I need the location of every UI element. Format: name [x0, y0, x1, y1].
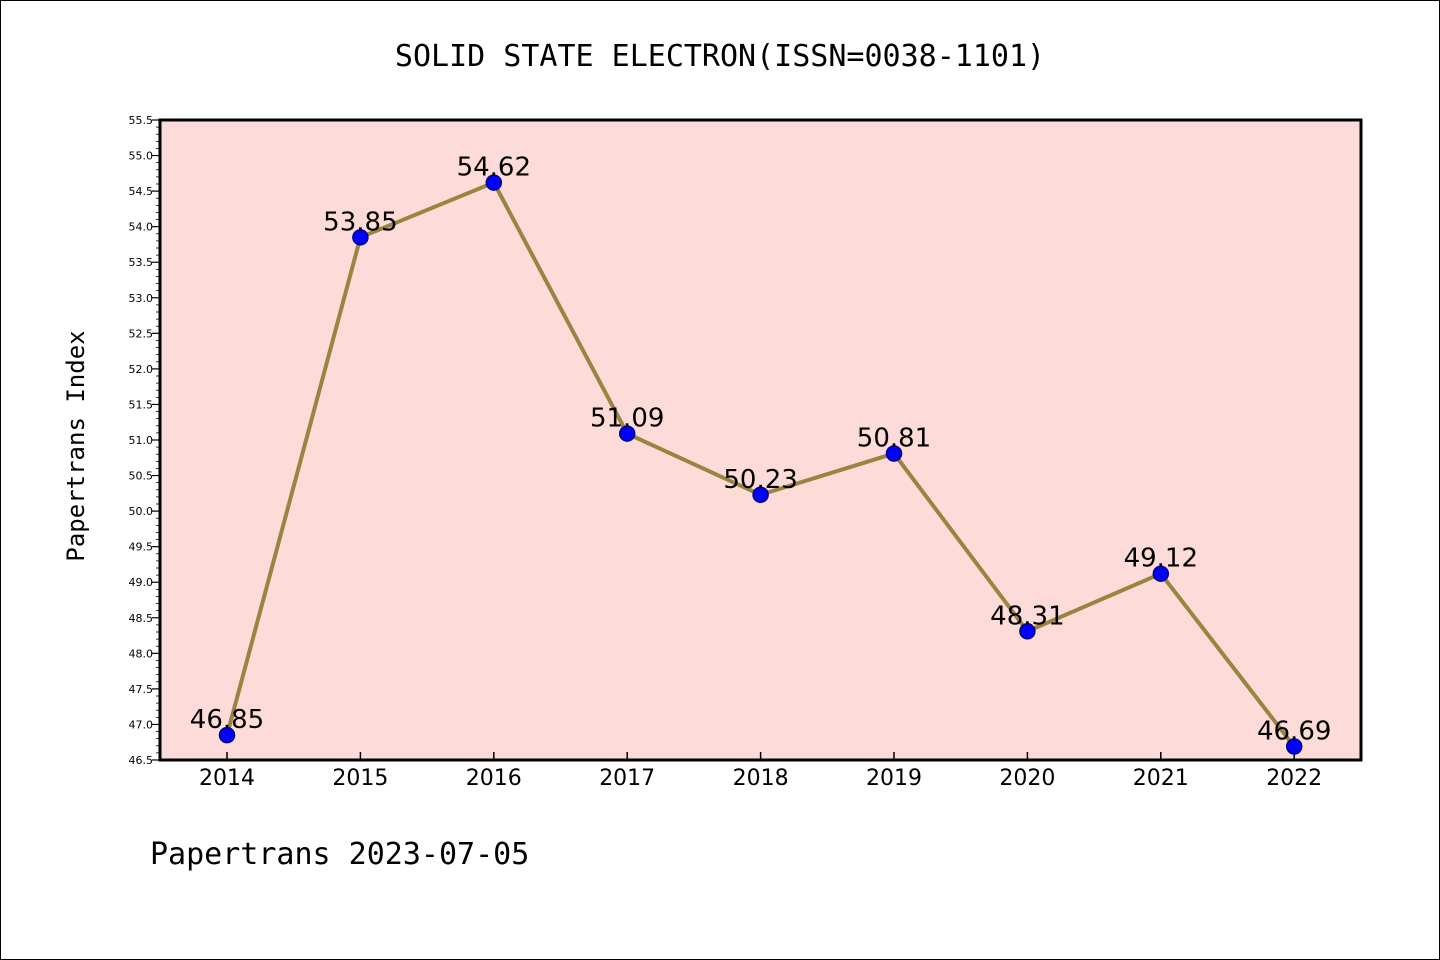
x-tick-label: 2022 [1266, 766, 1322, 791]
y-tick-label: 54.5 [129, 185, 154, 198]
y-tick-label: 48.0 [129, 647, 154, 660]
data-point [485, 174, 503, 191]
chart-title: SOLID STATE ELECTRON(ISSN=0038-1101) [395, 39, 1045, 74]
x-tick-label: 2016 [466, 766, 522, 791]
y-tick-label: 53.0 [129, 292, 154, 305]
data-point [885, 445, 903, 462]
y-tick-label: 47.0 [129, 718, 154, 731]
data-label: 50.23 [723, 465, 797, 495]
x-tick-label: 2015 [332, 766, 388, 791]
y-tick-label: 53.5 [129, 256, 154, 269]
x-axis: 2014 2015 2016 2017 2018 2019 2020 2021 2022 [199, 752, 1322, 791]
y-tick-label: 54.0 [129, 221, 154, 234]
plot-area [160, 120, 1361, 760]
plot-border [158, 118, 1363, 762]
x-tick-label: 2021 [1133, 766, 1189, 791]
y-tick-label: 52.0 [129, 363, 154, 376]
y-tick-label: 47.5 [129, 683, 154, 696]
data-point [218, 726, 236, 744]
y-tick-label: 55.0 [129, 150, 154, 163]
data-label: 53.85 [323, 207, 397, 237]
y-tick-label: 48.5 [129, 612, 154, 625]
data-point [1019, 623, 1036, 640]
x-tick-label: 2018 [733, 766, 789, 791]
data-point [1152, 565, 1170, 582]
y-tick-label: 50.0 [129, 505, 154, 518]
footer-text: Papertrans 2023-07-05 [150, 837, 529, 872]
y-axis-label: Papertrans Index [62, 330, 90, 561]
y-tick-label: 51.0 [129, 434, 154, 447]
y-tick-label: 49.0 [129, 576, 154, 589]
data-label: 50.81 [857, 424, 931, 454]
data-points [218, 174, 1303, 755]
y-tick-label: 52.5 [129, 327, 154, 340]
y-axis: 46.5 47.0 47.5 48.0 48.5 49.0 49.5 50.0 50.5 51.0… [129, 114, 160, 767]
x-tick-label: 2017 [599, 766, 655, 791]
data-labels: 46.85 53.85 54.62 51.09 50.23 50.81 48.31 49.12… [190, 153, 1332, 747]
y-tick-label: 55.5 [129, 114, 154, 127]
data-label: 54.62 [457, 153, 531, 183]
data-label: 46.85 [190, 705, 264, 735]
x-tick-label: 2019 [866, 766, 922, 791]
y-tick-label: 46.5 [129, 754, 154, 767]
y-tick-label: 50.5 [129, 470, 154, 483]
y-tick-label: 51.5 [129, 398, 154, 411]
data-label: 51.09 [590, 404, 664, 434]
data-point [352, 229, 369, 246]
data-point [618, 425, 636, 442]
x-tick-label: 2014 [199, 766, 255, 791]
data-label: 49.12 [1124, 544, 1198, 574]
data-label: 48.31 [990, 601, 1064, 631]
data-point [752, 486, 769, 504]
data-label: 46.69 [1257, 716, 1331, 746]
data-point [1285, 738, 1303, 755]
x-tick-label: 2020 [999, 766, 1055, 791]
y-tick-label: 49.5 [129, 541, 154, 554]
